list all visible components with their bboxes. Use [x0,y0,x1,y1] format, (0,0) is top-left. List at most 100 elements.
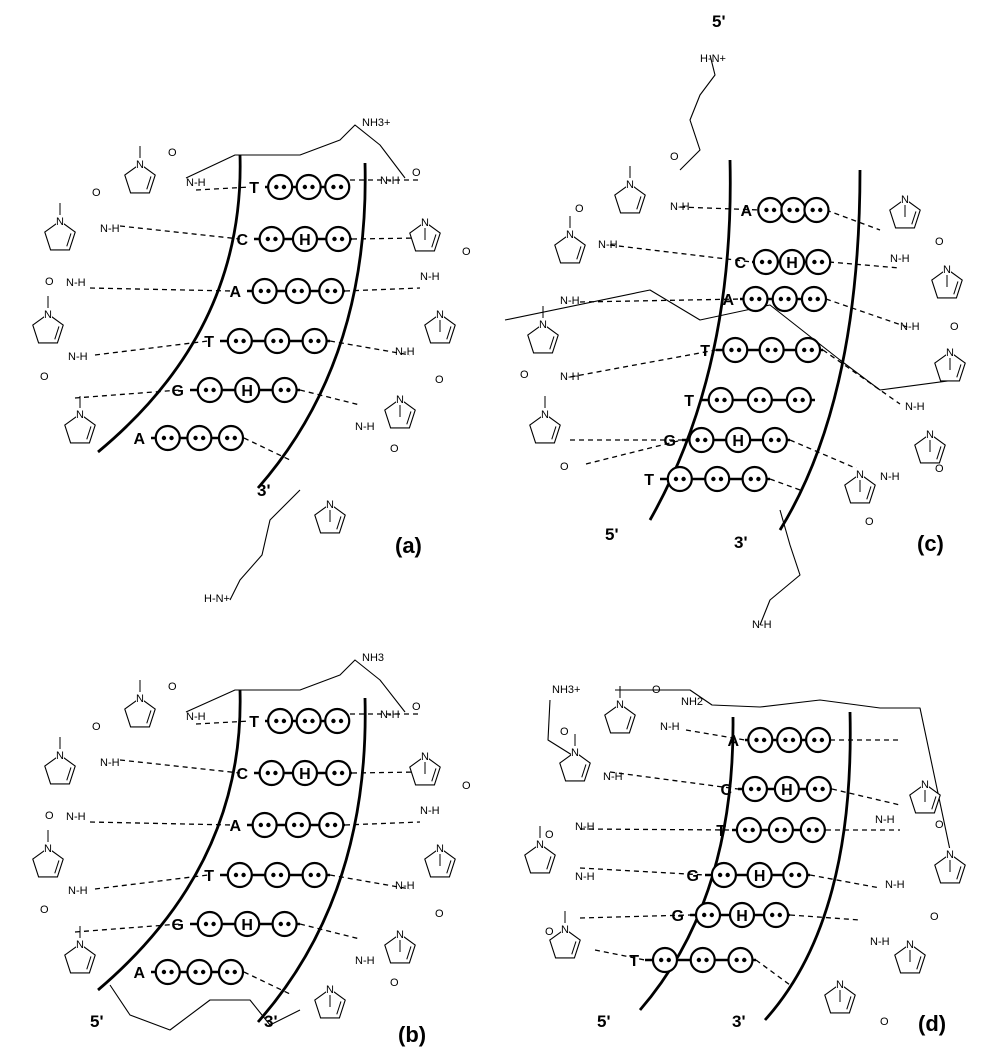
panel-b-hydrogen-bond-9 [299,923,361,940]
base-pair-dot [286,387,291,393]
oxygen-label: O [545,829,554,841]
panel-d-hydrogen-bond-1 [609,771,739,790]
ring-n-label: N [856,469,864,481]
ring-double-bond [146,176,152,190]
panel-b-hydrogen-bond-7 [344,821,421,826]
panel-a-right-ring-0: N [409,216,441,252]
base-pair-dot [224,969,230,975]
panel-a-hydrogen-bond-1 [119,225,241,240]
base-pair-dot [796,872,802,878]
base-pair-dot [193,969,198,975]
strand-label-c-3prime: 3' [734,533,748,552]
panel-d-hydrogen-bond-11 [755,959,791,986]
panel-a-left-ring-1: N [44,203,76,251]
ring-n-label: N [616,699,624,711]
base-pair-circle [799,816,826,844]
base-letter-a: A [133,965,145,982]
ring-n-label: N [536,839,544,851]
base-pair-circle [780,196,807,224]
panel-c-base-pair-6: T [644,465,770,493]
ring-n-mask [56,215,64,225]
panel-d-amine-chain [547,699,581,761]
base-pair-circle [710,861,738,889]
panel-d-left-ring-1: N [559,734,591,782]
panel-d-base-pair-4: HG [672,901,790,929]
base-pair-dot [211,387,216,393]
base-pair-circle [295,173,322,201]
ring-n-mask [566,228,574,238]
base-letter-a: A [133,431,145,448]
base-pair-dot [258,822,264,828]
panel-label-a: (a) [395,533,422,558]
ring-double-bond [571,941,577,955]
ring-double-bond [86,956,92,970]
panel-a-base-pair-5: A [133,424,245,452]
base-pair-dot [161,435,167,441]
oxygen-label: O [935,819,944,831]
panel-b-hydrogen-bond-3 [94,874,209,890]
panel-c-hydrogen-bond-11 [769,478,801,491]
base-pair-circle [782,861,809,889]
chem-label-d-nh2: NH2 [681,696,703,708]
base-pair-dot [783,737,788,743]
ring-n-mask [943,263,951,273]
ring-n-mask [626,178,634,188]
base-pair-dot [310,184,315,190]
panel-d-hydrogen-bond-0 [685,729,746,741]
base-pair-circle [727,946,754,974]
panel-b-hydrogen-bond-1 [119,759,241,774]
base-pair-h-label: H [781,782,793,799]
panel-d-right-ring-3: N [824,978,856,1014]
ring-n-label: N [906,939,914,951]
base-letter-g: G [172,383,184,400]
base-pair-circle [804,726,832,754]
oxygen-label: O [462,246,471,258]
base-pair-circle [251,277,278,305]
nh-label: N-H [603,771,623,783]
panel-d-right-ring-2: N [894,938,926,974]
ring-n-mask [136,692,144,702]
ring-double-bond [66,233,72,247]
base-pair-h-label: H [241,383,253,400]
panel-c-base-pair-3: T [700,336,823,364]
oxygen-label: O [462,780,471,792]
panel-label-b: (b) [398,1022,426,1047]
ring-n-mask [44,842,52,852]
ring-double-bond [956,866,962,880]
base-pair-dot [748,476,753,482]
base-pair-dot [774,827,780,833]
base-pair-circle [295,707,322,735]
base-pair-dot [278,872,284,878]
base-pair-circle [217,424,245,452]
base-pair-dot [266,288,271,294]
nh-label: N-H [66,811,86,823]
chem-label-b-nh3: NH3 [362,652,384,664]
panel-b-base-pair-2: A [229,811,345,839]
base-pair-h-label: H [241,917,253,934]
base-pair-circle [746,386,773,414]
base-pair-circle [746,861,773,889]
panel-b-base-pair-4: HG [172,910,300,938]
ring-double-bond [406,411,412,425]
base-pair-circle [196,376,223,404]
strand-label-d-5prime: 5' [597,1012,611,1031]
base-pair-dot [736,347,742,353]
base-pair-dot [233,872,239,878]
base-pair-dot [278,387,283,393]
strand-label-b-3prime: 3' [264,1012,278,1031]
ring-double-bond [336,516,342,530]
panel-d-hydrogen-bond-4 [579,914,691,919]
base-pair-dot [729,347,734,353]
panel-b-hydrogen-bond-4 [74,923,181,933]
oxygen-label: O [92,187,101,199]
panel-d-hydrogen-bond-3 [579,867,706,876]
nh-label: N-H [395,346,415,358]
base-pair-circle [725,426,752,454]
base-pair-dot [778,296,784,302]
base-pair-dot [765,347,771,353]
nh-label: N-H [186,177,206,189]
base-pair-dot [265,236,271,242]
ring-n-label: N [901,194,909,206]
base-pair-dot [806,827,812,833]
base-pair-dot [331,718,336,724]
